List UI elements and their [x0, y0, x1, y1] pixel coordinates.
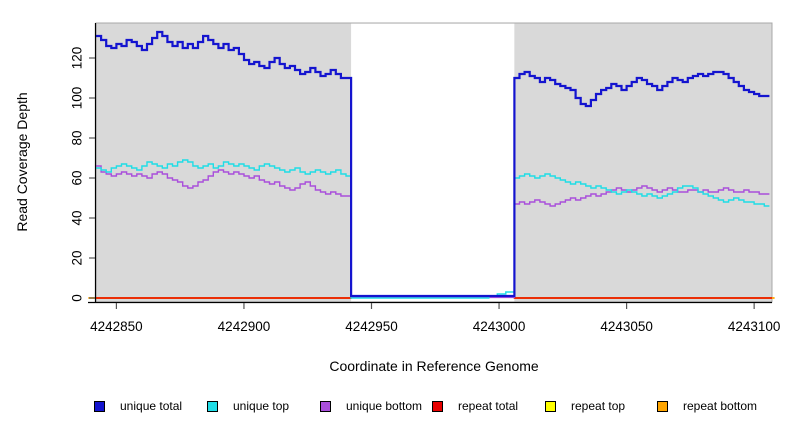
axis-lines — [88, 23, 772, 304]
legend-swatch-repeat-top — [545, 400, 556, 412]
legend-swatch-unique-total — [94, 400, 105, 412]
x-tick-label: 4243050 — [600, 319, 653, 334]
legend-item-unique-total: unique total — [94, 399, 182, 413]
legend: unique total unique top unique bottom re… — [0, 399, 792, 415]
legend-item-unique-bottom: unique bottom — [320, 399, 422, 413]
x-tick-label: 4242900 — [218, 319, 271, 334]
x-tick-label: 4242850 — [90, 319, 143, 334]
legend-label: unique top — [233, 399, 290, 413]
y-tick-label: 40 — [70, 210, 85, 225]
legend-label: unique bottom — [346, 399, 423, 413]
x-tick-label: 4242950 — [345, 319, 398, 334]
y-tick-label: 120 — [70, 47, 85, 70]
y-tick-label: 80 — [70, 130, 85, 145]
x-tick-label: 4243000 — [473, 319, 526, 334]
legend-label: unique total — [120, 399, 183, 413]
masked-region — [351, 23, 515, 302]
series-line-unique-total — [96, 30, 770, 298]
legend-item-repeat-bottom: repeat bottom — [657, 399, 757, 413]
legend-item-repeat-total: repeat total — [432, 399, 518, 413]
legend-swatch-unique-bottom — [320, 400, 331, 412]
legend-label: repeat top — [571, 399, 626, 413]
legend-item-unique-top: unique top — [207, 399, 289, 413]
y-tick-label: 20 — [70, 250, 85, 265]
legend-swatch-repeat-total — [432, 400, 443, 412]
legend-item-repeat-top: repeat top — [545, 399, 625, 413]
series-line-unique-bottom — [96, 165, 770, 299]
x-axis-title: Coordinate in Reference Genome — [329, 358, 539, 374]
legend-swatch-repeat-bottom — [657, 400, 668, 412]
legend-label: repeat bottom — [683, 399, 758, 413]
x-tick-label: 4243100 — [728, 319, 781, 334]
legend-swatch-unique-top — [207, 400, 218, 412]
y-tick-label: 100 — [70, 87, 85, 110]
y-tick-label: 0 — [70, 294, 85, 302]
y-tick-label: 60 — [70, 170, 85, 185]
y-axis-title: Read Coverage Depth — [14, 92, 30, 232]
legend-label: repeat total — [458, 399, 519, 413]
